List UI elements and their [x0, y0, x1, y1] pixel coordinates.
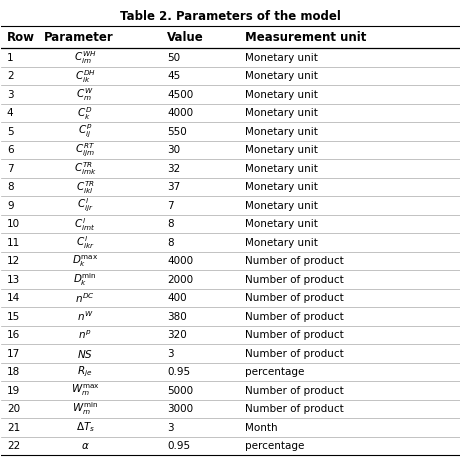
Text: 9: 9 [7, 201, 13, 211]
Text: 3: 3 [167, 348, 174, 358]
Text: 380: 380 [167, 312, 187, 322]
Text: $C_{ij}^{p}$: $C_{ij}^{p}$ [78, 123, 92, 140]
Text: $W_{m}^{\min}$: $W_{m}^{\min}$ [72, 401, 98, 418]
Text: 18: 18 [7, 367, 20, 377]
Text: $NS$: $NS$ [77, 347, 93, 359]
Text: Number of product: Number of product [245, 274, 344, 285]
Text: $n^{W}$: $n^{W}$ [77, 310, 93, 324]
Text: 6: 6 [7, 145, 13, 155]
Text: $C_{ijr}^{l}$: $C_{ijr}^{l}$ [77, 197, 94, 214]
Text: Month: Month [245, 423, 278, 432]
Text: 320: 320 [167, 330, 187, 340]
Text: 0.95: 0.95 [167, 441, 190, 451]
Text: $C_{ikr}^{l}$: $C_{ikr}^{l}$ [76, 234, 95, 251]
Text: Number of product: Number of product [245, 293, 344, 303]
Text: 20: 20 [7, 404, 20, 414]
Text: $C_{ikl}^{TR}$: $C_{ikl}^{TR}$ [76, 179, 95, 196]
Text: 30: 30 [167, 145, 180, 155]
Text: 2: 2 [7, 71, 13, 81]
Text: 3: 3 [7, 90, 13, 100]
Text: Monetary unit: Monetary unit [245, 145, 318, 155]
Text: 16: 16 [7, 330, 20, 340]
Text: 4: 4 [7, 108, 13, 118]
Text: Table 2. Parameters of the model: Table 2. Parameters of the model [120, 10, 341, 23]
Text: 4500: 4500 [167, 90, 194, 100]
Text: Monetary unit: Monetary unit [245, 163, 318, 174]
Text: 3000: 3000 [167, 404, 194, 414]
Text: 50: 50 [167, 53, 180, 62]
Text: 2000: 2000 [167, 274, 194, 285]
Text: $C_{im}^{WH}$: $C_{im}^{WH}$ [74, 49, 96, 66]
Text: Monetary unit: Monetary unit [245, 182, 318, 192]
Text: Monetary unit: Monetary unit [245, 90, 318, 100]
Text: Number of product: Number of product [245, 404, 344, 414]
Text: percentage: percentage [245, 441, 305, 451]
Text: $C_{imt}^{l}$: $C_{imt}^{l}$ [74, 216, 96, 233]
Text: 5: 5 [7, 127, 13, 137]
Text: 8: 8 [167, 238, 174, 247]
Text: 550: 550 [167, 127, 187, 137]
Text: $R_{je}$: $R_{je}$ [77, 365, 93, 379]
Text: Monetary unit: Monetary unit [245, 108, 318, 118]
Text: 5000: 5000 [167, 386, 194, 396]
Text: Number of product: Number of product [245, 312, 344, 322]
Text: 8: 8 [7, 182, 13, 192]
Text: 4000: 4000 [167, 256, 194, 266]
Text: $n^{DC}$: $n^{DC}$ [75, 291, 95, 305]
Text: 4000: 4000 [167, 108, 194, 118]
Text: 17: 17 [7, 348, 20, 358]
Text: 7: 7 [167, 201, 174, 211]
Text: 37: 37 [167, 182, 181, 192]
Text: 13: 13 [7, 274, 20, 285]
Text: Monetary unit: Monetary unit [245, 238, 318, 247]
Text: 19: 19 [7, 386, 20, 396]
Text: $C_{ijm}^{RT}$: $C_{ijm}^{RT}$ [75, 141, 95, 159]
Text: 32: 32 [167, 163, 181, 174]
Text: 45: 45 [167, 71, 181, 81]
Text: 14: 14 [7, 293, 20, 303]
Text: Number of product: Number of product [245, 330, 344, 340]
Text: Number of product: Number of product [245, 348, 344, 358]
Text: 0.95: 0.95 [167, 367, 190, 377]
Text: Monetary unit: Monetary unit [245, 127, 318, 137]
Text: $\alpha$: $\alpha$ [81, 441, 89, 451]
Text: Measurement unit: Measurement unit [245, 31, 366, 44]
Text: 1: 1 [7, 53, 13, 62]
Text: 15: 15 [7, 312, 20, 322]
Text: $D_{k}^{\min}$: $D_{k}^{\min}$ [73, 271, 97, 288]
Text: 7: 7 [7, 163, 13, 174]
Text: 11: 11 [7, 238, 20, 247]
Text: $C_{k}^{D}$: $C_{k}^{D}$ [77, 105, 93, 122]
Text: Monetary unit: Monetary unit [245, 201, 318, 211]
Text: 12: 12 [7, 256, 20, 266]
Text: $D_{k}^{\max}$: $D_{k}^{\max}$ [72, 253, 98, 269]
Text: $C_{m}^{W}$: $C_{m}^{W}$ [77, 86, 94, 103]
Text: percentage: percentage [245, 367, 305, 377]
Text: Monetary unit: Monetary unit [245, 53, 318, 62]
Text: $W_{m}^{\max}$: $W_{m}^{\max}$ [71, 383, 100, 398]
Text: 10: 10 [7, 219, 20, 229]
Text: 21: 21 [7, 423, 20, 432]
Text: Monetary unit: Monetary unit [245, 71, 318, 81]
Text: 22: 22 [7, 441, 20, 451]
Text: $\Delta T_{s}$: $\Delta T_{s}$ [76, 421, 95, 435]
Text: 3: 3 [167, 423, 174, 432]
Text: $C_{imk}^{TR}$: $C_{imk}^{TR}$ [74, 160, 96, 177]
Text: 400: 400 [167, 293, 187, 303]
Text: 8: 8 [167, 219, 174, 229]
Text: Parameter: Parameter [43, 31, 113, 44]
Text: $C_{ik}^{DH}$: $C_{ik}^{DH}$ [75, 68, 95, 84]
Text: Value: Value [167, 31, 204, 44]
Text: $n^{p}$: $n^{p}$ [78, 329, 92, 341]
Text: Monetary unit: Monetary unit [245, 219, 318, 229]
Text: Number of product: Number of product [245, 386, 344, 396]
Text: Number of product: Number of product [245, 256, 344, 266]
Text: Row: Row [7, 31, 35, 44]
